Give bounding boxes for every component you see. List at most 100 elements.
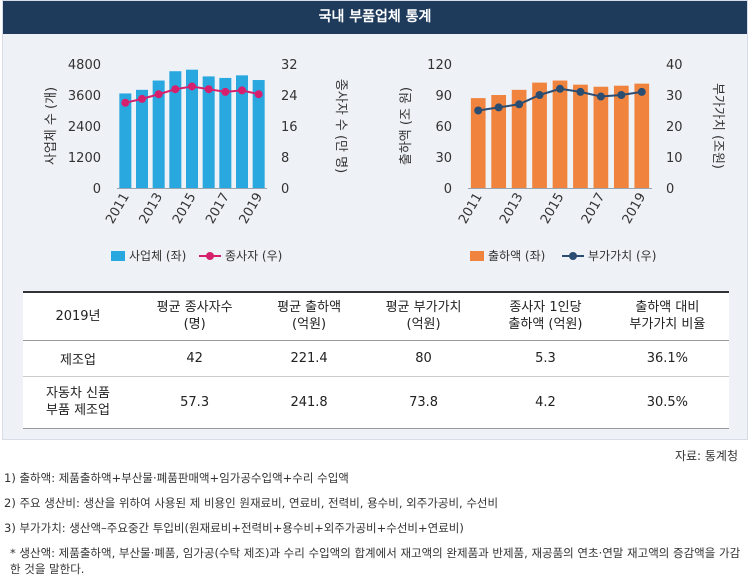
bar — [593, 86, 609, 188]
table-header-cell: 출하액 대비 부가가치 비율 — [605, 291, 729, 340]
y2-tick-label: 0 — [666, 182, 674, 197]
y2-axis-title: 부가가치 (조원) — [710, 83, 725, 169]
table-cell: 42 — [133, 339, 257, 376]
y-tick-label: 30 — [435, 151, 452, 166]
x-tick-label: 2015 — [538, 191, 568, 227]
line-point — [556, 84, 564, 93]
bar — [613, 85, 629, 188]
bar — [202, 76, 215, 188]
table-cell: 221.4 — [256, 339, 362, 376]
y-tick-label: 90 — [435, 89, 452, 104]
footnote: 3) 부가가치: 생산액–주요중간 투입비(원재료비+전력비+용수비+외주가공비… — [4, 521, 464, 535]
table-cell: 73.8 — [361, 375, 486, 429]
line-point — [535, 91, 544, 99]
bar — [136, 89, 148, 188]
line-point — [171, 85, 180, 94]
y2-tick-label: 32 — [281, 58, 298, 73]
bar — [152, 80, 165, 188]
legend-swatch-point — [206, 252, 214, 260]
bar — [634, 83, 650, 188]
bar — [511, 89, 527, 188]
x-tick-label: 2013 — [137, 191, 167, 227]
y-tick-label: 120 — [427, 58, 452, 73]
line-point — [617, 91, 626, 99]
footnote: * 생산액: 제품출하액, 부산물·폐품, 임가공(수탁 제조)과 수리 수입액… — [10, 546, 741, 576]
line-point — [596, 92, 605, 101]
line-point — [138, 94, 146, 103]
y-axis-title: 사업체 수 (개) — [44, 87, 59, 165]
y-tick-label: 3600 — [68, 89, 101, 104]
x-tick-label: 2019 — [620, 191, 650, 227]
line-point — [238, 86, 246, 95]
legend-swatch-bar — [470, 251, 484, 261]
line-point — [474, 106, 483, 115]
x-tick-label: 2011 — [456, 191, 486, 227]
table-cell: 241.8 — [256, 375, 362, 429]
table-header-cell: 평균 부가가치 (억원) — [361, 291, 486, 340]
table-header-cell: 평균 종사자수 (명) — [133, 291, 257, 340]
y-tick-label: 60 — [435, 120, 452, 135]
line-point — [576, 87, 585, 96]
business-employee-chart: 4800 3600 2400 1200 0 32 24 16 8 0 사업체 수 (개) 종사자 수 … — [44, 58, 348, 263]
bar — [552, 80, 568, 188]
x-tick-label: 2011 — [103, 191, 133, 227]
y2-tick-label: 8 — [281, 151, 289, 166]
legend-label: 종사자 (우) — [225, 249, 282, 263]
line-point — [188, 82, 196, 91]
bar — [169, 71, 182, 188]
x-tick-label: 2017 — [203, 190, 233, 226]
y-tick-label: 0 — [444, 182, 452, 197]
table-header-cell: 평균 출하액 (억원) — [256, 291, 362, 340]
row-label: 제조업 — [23, 339, 133, 376]
bar — [252, 80, 265, 188]
bar — [491, 95, 507, 188]
bar — [186, 69, 198, 188]
line-point — [121, 98, 130, 107]
table-header-cell: 2019년 — [23, 291, 133, 340]
legend-label: 출하액 (좌) — [488, 249, 545, 263]
line-point — [637, 87, 646, 96]
y-tick-label: 1200 — [68, 151, 101, 166]
y2-tick-label: 20 — [666, 120, 683, 135]
y2-axis-title: 종사자 수 (만 명) — [333, 79, 348, 173]
bar — [532, 82, 547, 188]
legend-swatch-point — [569, 252, 577, 260]
x-tick-label: 2013 — [497, 191, 527, 227]
y2-tick-label: 16 — [281, 120, 298, 135]
bar — [470, 98, 486, 188]
legend-swatch-bar — [111, 251, 125, 261]
y2-tick-label: 40 — [666, 58, 683, 73]
statistics-table: 2019년 평균 종사자수 (명) 평균 출하액 (억원) 평균 부가가치 (억… — [23, 291, 729, 429]
shipment-value-added-chart: 120 90 60 30 0 40 30 20 10 0 출하액 (조 원) 부가가치 (조원) 201… — [399, 58, 725, 263]
line-point — [154, 90, 163, 99]
bar — [119, 93, 132, 188]
table-cell: 57.3 — [133, 375, 257, 429]
y-tick-label: 0 — [93, 182, 101, 197]
y2-tick-label: 24 — [281, 89, 298, 104]
footnote: 1) 출하액: 제품출하액+부산물·폐품판매액+임가공수입액+수리 수입액 — [4, 471, 349, 485]
footnote: 2) 주요 생산비: 생산을 위하여 사용된 제 비용인 원재료비, 연료비, … — [4, 496, 499, 510]
bar — [219, 77, 232, 188]
x-tick-label: 2017 — [579, 191, 609, 227]
line-point — [204, 85, 213, 94]
table-cell: 5.3 — [485, 339, 606, 376]
table-row: 자동차 신품 부품 제조업 57.3 241.8 73.8 4.2 30.5% — [23, 375, 729, 429]
line-point — [494, 103, 503, 112]
footnotes: 1) 출하액: 제품출하액+부산물·폐품판매액+임가공수입액+수리 수입액 2)… — [4, 470, 746, 577]
table-row: 제조업 42 221.4 80 5.3 36.1% — [23, 339, 729, 376]
y2-tick-label: 0 — [281, 182, 289, 197]
x-tick-label: 2019 — [237, 191, 267, 227]
bar — [573, 84, 588, 188]
page-title: 국내 부품업체 통계 — [3, 1, 747, 34]
y-tick-label: 4800 — [68, 58, 101, 73]
y-tick-label: 2400 — [68, 120, 101, 135]
table-cell: 30.5% — [605, 375, 729, 429]
bar — [236, 75, 248, 188]
line-point — [221, 87, 230, 96]
table-cell: 36.1% — [605, 339, 729, 376]
x-tick-label: 2015 — [170, 191, 200, 227]
legend-label: 부가가치 (우) — [588, 249, 656, 263]
row-label: 자동차 신품 부품 제조업 — [23, 375, 133, 429]
line-point — [254, 90, 263, 99]
table-cell: 80 — [361, 339, 486, 376]
